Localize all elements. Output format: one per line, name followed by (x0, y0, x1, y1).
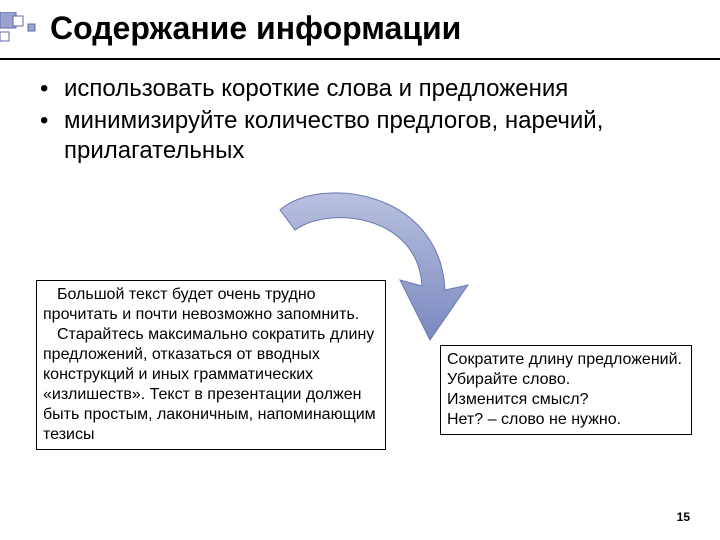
bullet-item: использовать короткие слова и предложени… (40, 74, 690, 104)
box-right-line: Изменится смысл? (447, 390, 685, 410)
box-right-line: Сократите длину предложений. (447, 350, 685, 370)
bullet-item: минимизируйте количество предлогов, наре… (40, 106, 690, 166)
text-box-left: Большой текст будет очень трудно прочита… (36, 280, 386, 450)
slide-title: Содержание информации (50, 10, 461, 47)
box-left-para: Старайтесь максимально сократить длину п… (43, 325, 379, 445)
text-box-right: Сократите длину предложений. Убирайте сл… (440, 345, 692, 435)
bullet-list: использовать короткие слова и предложени… (40, 74, 690, 168)
box-left-para: Большой текст будет очень трудно прочита… (43, 285, 379, 325)
title-underline (0, 58, 720, 60)
slide-number: 15 (677, 510, 690, 524)
box-right-line: Нет? – слово не нужно. (447, 410, 685, 430)
box-right-line: Убирайте слово. (447, 370, 685, 390)
